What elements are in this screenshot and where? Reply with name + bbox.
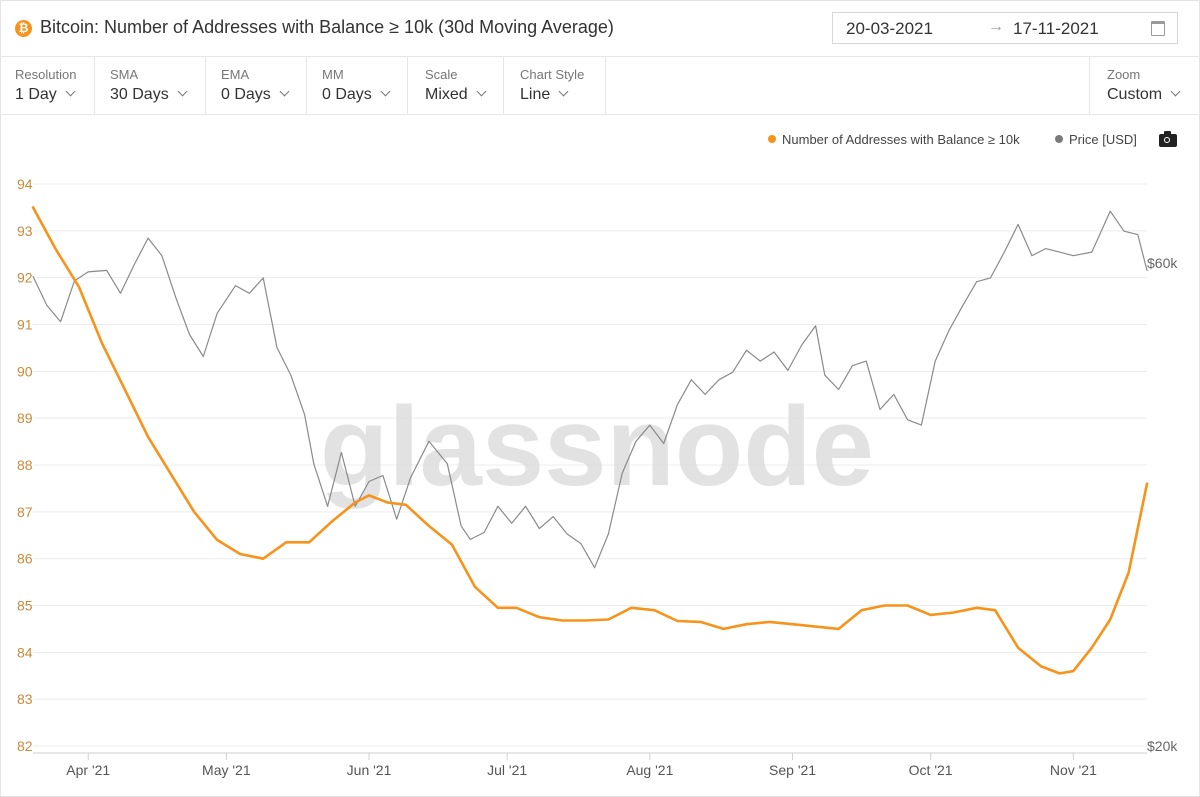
x-tick-label: Jun '21 (347, 762, 392, 778)
resolution-value[interactable]: 1 Day (15, 86, 76, 104)
y-tick-label-left: 82 (17, 738, 33, 754)
legend-dot-addresses (768, 135, 776, 143)
mm-dropdown[interactable]: MM 0 Days (307, 57, 408, 114)
y-tick-label-left: 84 (17, 644, 33, 660)
ema-label: EMA (221, 67, 250, 82)
scale-label: Scale (425, 67, 458, 82)
mm-value[interactable]: 0 Days (322, 86, 391, 104)
series-line-addresses (31, 206, 1149, 675)
chart-style-label: Chart Style (520, 67, 585, 82)
legend-dot-price (1055, 135, 1063, 143)
date-start-input[interactable]: 20-03-2021 (846, 19, 933, 38)
y-tick-label-left: 83 (17, 691, 33, 707)
arrow-right-icon: → (988, 18, 1004, 35)
resolution-label: Resolution (15, 67, 77, 82)
sma-value[interactable]: 30 Days (110, 86, 188, 104)
date-end-input[interactable]: 17-11-2021 (1013, 19, 1099, 38)
legend-item-addresses[interactable]: Number of Addresses with Balance ≥ 10k (768, 132, 1020, 147)
chart-style-dropdown[interactable]: Chart Style Line (504, 57, 606, 114)
x-tick-label: Jul '21 (487, 762, 527, 778)
sma-dropdown[interactable]: SMA 30 Days (95, 57, 206, 114)
mm-label: MM (322, 67, 344, 82)
chart-controls: Resolution 1 Day SMA 30 Days EMA 0 Days … (0, 57, 1200, 115)
scale-dropdown[interactable]: Scale Mixed (408, 57, 504, 114)
chart-style-value[interactable]: Line (520, 86, 569, 104)
y-tick-label-left: 88 (17, 457, 33, 473)
ema-value[interactable]: 0 Days (221, 86, 290, 104)
y-tick-label-left: 91 (17, 317, 33, 333)
y-tick-label-right: $20k (1147, 738, 1178, 754)
chart-grid (33, 183, 1147, 747)
y-tick-label-right: $60k (1147, 255, 1178, 271)
calendar-icon[interactable] (1151, 21, 1165, 36)
x-tick-label: Oct '21 (909, 762, 953, 778)
y-tick-label-left: 86 (17, 551, 33, 567)
bitcoin-icon: ₿ (15, 20, 32, 37)
resolution-dropdown[interactable]: Resolution 1 Day (0, 57, 95, 114)
series-line-price (32, 210, 1148, 569)
ema-dropdown[interactable]: EMA 0 Days (206, 57, 307, 114)
legend-item-price[interactable]: Price [USD] (1055, 132, 1137, 147)
date-range-picker[interactable]: 20-03-2021 → 17-11-2021 (832, 12, 1178, 44)
zoom-label: Zoom (1107, 67, 1141, 82)
y-tick-label-left: 85 (17, 598, 33, 614)
y-tick-label-left: 87 (17, 504, 33, 520)
x-axis: Apr '21 May '21 Jun '21 Jul '21 Aug '21 Sep '… (33, 752, 1147, 778)
zoom-dropdown[interactable]: Zoom Custom (1089, 57, 1200, 114)
chart-header: ₿ Bitcoin: Number of Addresses with Bala… (0, 0, 1200, 57)
zoom-value[interactable]: Custom (1107, 86, 1181, 104)
page-title: Bitcoin: Number of Addresses with Balanc… (40, 17, 614, 37)
legend-label-price: Price [USD] (1069, 132, 1137, 147)
x-tick-label: Apr '21 (66, 762, 110, 778)
y-tick-label-left: 89 (17, 410, 33, 426)
y-axis-right: $60k $20k (1147, 255, 1178, 754)
x-tick-label: Sep '21 (769, 762, 816, 778)
legend-label-addresses: Number of Addresses with Balance ≥ 10k (782, 132, 1020, 147)
y-axis-left: 82 83 84 85 86 87 88 89 90 91 92 93 94 (17, 176, 33, 754)
y-tick-label-left: 94 (17, 176, 33, 192)
watermark: glassnode (320, 384, 874, 509)
camera-icon[interactable] (1159, 131, 1177, 147)
scale-value[interactable]: Mixed (425, 86, 487, 104)
x-tick-label: May '21 (202, 762, 251, 778)
x-tick-label: Aug '21 (626, 762, 673, 778)
y-tick-label-left: 93 (17, 223, 33, 239)
x-tick-label: Nov '21 (1050, 762, 1097, 778)
y-tick-label-left: 92 (17, 270, 33, 286)
chart-lines (31, 206, 1149, 675)
y-tick-label-left: 90 (17, 363, 33, 379)
sma-label: SMA (110, 67, 139, 82)
